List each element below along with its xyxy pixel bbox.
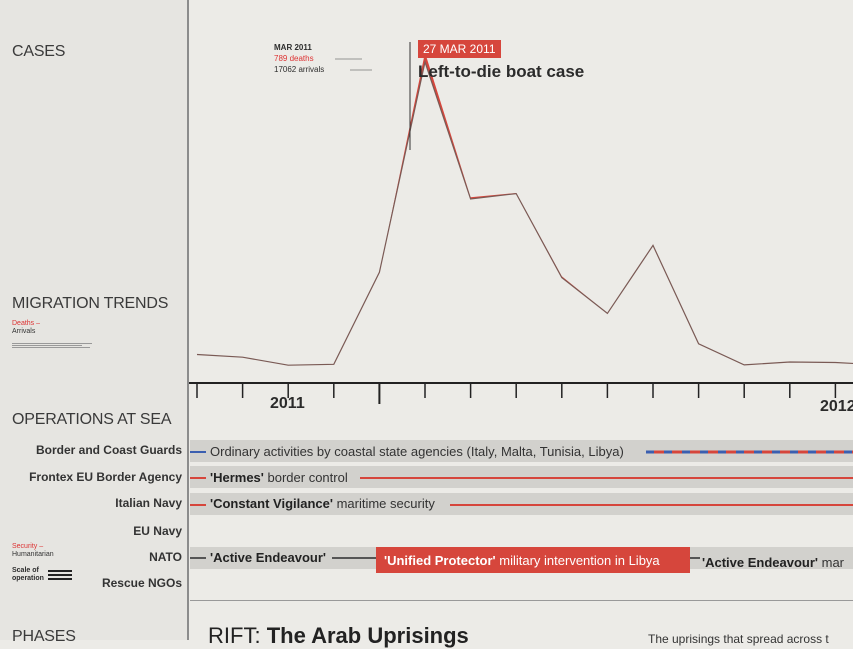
nato-unified-protector-box — [376, 547, 690, 573]
op-name-active-endeavour-1: 'Active Endeavour' — [210, 550, 326, 565]
op-name-constant-vigilance: 'Constant Vigilance' — [210, 496, 333, 511]
line-italian-navy — [450, 504, 853, 506]
op-label-italian-navy: Italian Navy — [115, 496, 182, 510]
bottom-divider — [190, 600, 853, 601]
op-desc-hermes: border control — [263, 470, 348, 485]
vertical-divider — [187, 0, 189, 640]
op-desc-unified-protector: 'Unified Protector' military interventio… — [384, 553, 660, 568]
line-frontex — [360, 477, 853, 479]
line-nato-start — [190, 557, 206, 559]
migration-chart — [189, 42, 853, 404]
source-note — [12, 342, 102, 349]
op-name-active-endeavour-2: 'Active Endeavour' mar — [702, 555, 844, 570]
scale-icon — [48, 570, 72, 582]
x-tick-label-2012: 2012 — [820, 398, 853, 415]
op-desc-frontex: 'Hermes' border control — [210, 470, 348, 485]
line-border-dashed — [646, 450, 853, 454]
op-desc-border-guards: Ordinary activities by coastal state age… — [210, 444, 624, 459]
section-migration-trends: MIGRATION TRENDS — [12, 295, 169, 312]
arrivals-line — [196, 59, 853, 366]
op-label-nato: NATO — [149, 550, 182, 564]
section-operations: OPERATIONS AT SEA — [12, 411, 172, 428]
legend-deaths: Deaths – — [12, 320, 41, 327]
left-panel — [0, 0, 188, 640]
callout-date-tag: 27 MAR 2011 — [418, 40, 501, 58]
band-border-guards — [190, 440, 853, 462]
legend-scale: Scale of operation — [12, 567, 44, 582]
op-desc-constant-vigilance: maritime security — [332, 496, 435, 511]
bottom-text: The uprisings that spread across t — [648, 632, 829, 646]
line-italian-start — [190, 504, 206, 506]
annotation-arrivals: 17062 arrivals — [274, 65, 325, 74]
op-label-rescue-ngos: Rescue NGOs — [101, 576, 182, 590]
section-cases: CASES — [12, 43, 66, 60]
op-desc-italian-navy: 'Constant Vigilance' maritime security — [210, 496, 435, 511]
annotation-deaths: 789 deaths — [274, 54, 314, 63]
section-phases: PHASES — [12, 628, 76, 645]
line-nato-mid — [332, 557, 376, 559]
legend-humanitarian: Humanitarian — [12, 551, 54, 558]
line-nato-after — [690, 557, 700, 559]
legend-arrivals: Arrivals — [12, 328, 36, 335]
annotation-month: MAR 2011 — [274, 43, 312, 52]
x-tick-label-2011: 2011 — [270, 395, 305, 412]
bottom-title: RIFT: The Arab Uprisings — [208, 623, 469, 648]
op-label-border-guards: Border and Coast Guards — [35, 443, 182, 457]
op-label-eu-navy: EU Navy — [133, 524, 182, 538]
callout-title: Left-to-die boat case — [418, 62, 585, 81]
op-label-frontex: Frontex EU Border Agency — [29, 470, 182, 484]
legend-security: Security – — [12, 543, 44, 550]
op-name-hermes: 'Hermes' — [210, 470, 264, 485]
line-border-start — [190, 451, 206, 453]
line-frontex-start — [190, 477, 206, 479]
